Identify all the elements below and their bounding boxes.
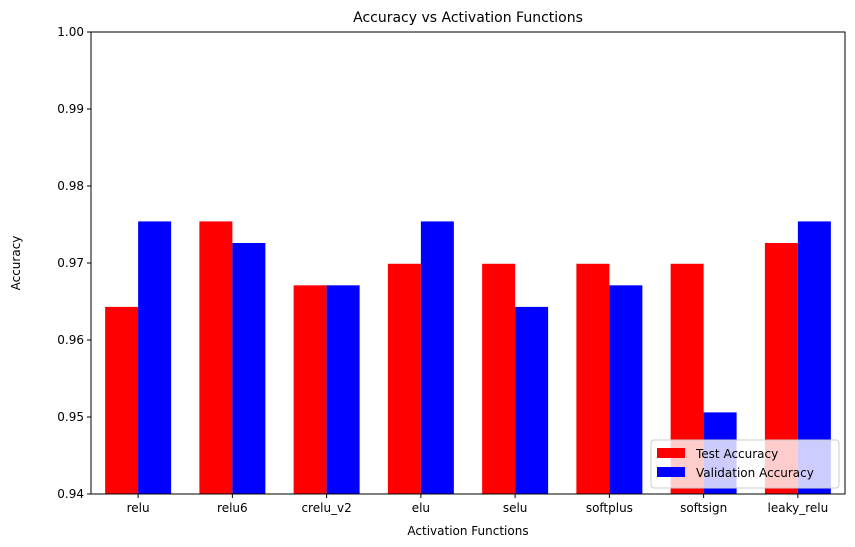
x-tick-label: crelu_v2 [301,501,351,515]
bar-test-crelu-v2 [293,285,327,494]
y-tick-label: 0.97 [57,256,84,270]
y-tick-label: 0.95 [57,410,84,424]
y-tick-label: 0.98 [57,179,84,193]
y-tick-label: 1.00 [57,25,84,39]
y-axis-label: Accuracy [9,236,23,291]
bar-validation-elu [420,221,454,495]
legend-label-validation: Validation Accuracy [696,466,814,480]
chart-title: Accuracy vs Activation Functions [353,10,583,26]
x-tick-label: relu [127,501,150,515]
bar-test-elu [387,263,421,494]
bar-validation-softplus [609,285,643,494]
bar-test-relu [105,306,139,494]
x-tick-label: softsign [680,501,727,515]
x-axis-label: Activation Functions [407,524,528,538]
bar-test-relu6 [199,221,233,495]
x-axis: relu relu6 crelu_v2 elu selu softplus softsign… [127,494,829,515]
x-tick-label: relu6 [217,501,248,515]
bar-validation-relu6 [232,242,266,494]
bar-validation-relu [138,221,172,495]
x-tick-label: selu [503,501,528,515]
bar-test-selu [482,263,516,494]
y-tick-label: 0.96 [57,333,84,347]
bar-test-softplus [576,263,610,494]
legend-swatch-test [657,448,685,458]
x-tick-label: leaky_relu [768,501,829,515]
legend-box [650,439,840,489]
legend-swatch-validation [657,467,685,477]
y-tick-label: 0.99 [57,102,84,116]
bar-validation-selu [515,306,549,494]
y-axis: 0.94 0.95 0.96 0.97 0.98 0.99 1.00 [57,25,91,501]
legend: Test Accuracy Validation Accuracy [650,439,840,489]
x-tick-label: softplus [586,501,633,515]
x-tick-label: elu [412,501,430,515]
bar-validation-crelu-v2 [326,285,360,494]
y-tick-label: 0.94 [57,487,84,501]
legend-label-test: Test Accuracy [695,447,778,461]
